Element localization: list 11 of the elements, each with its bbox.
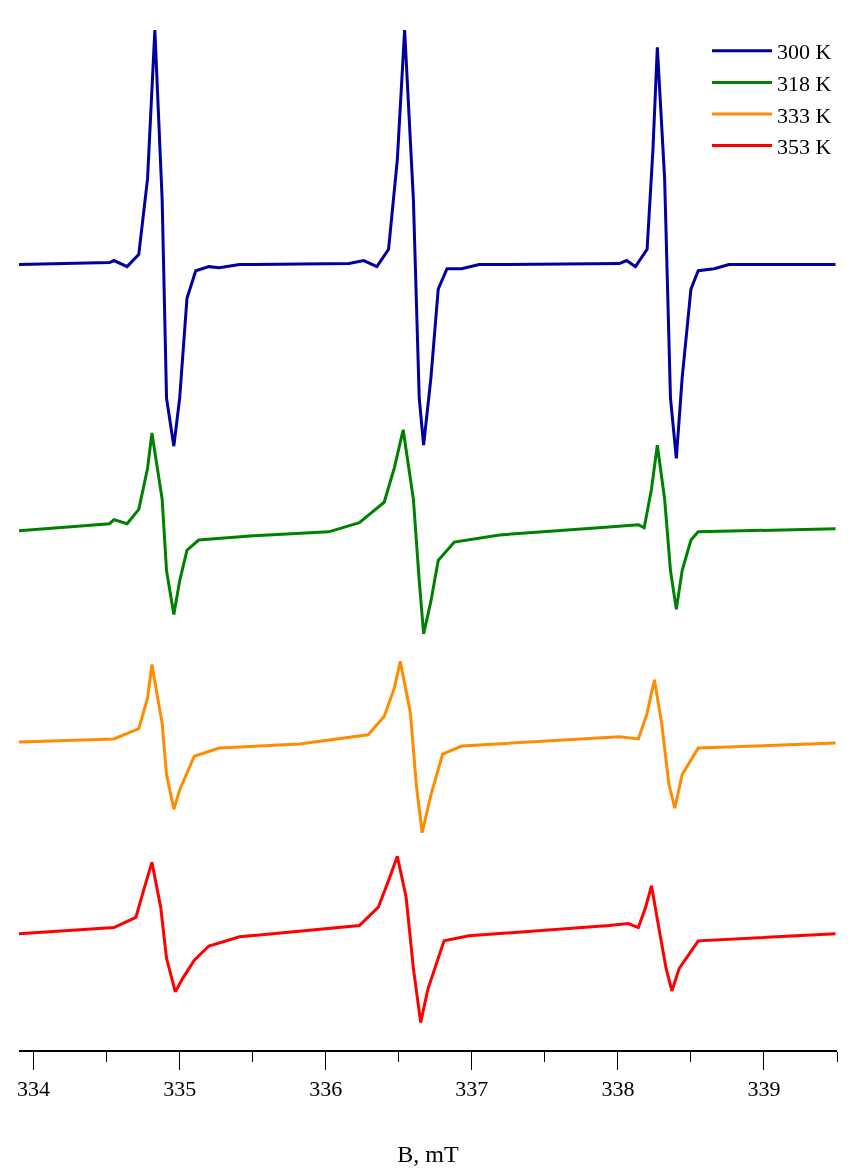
x-tick-label: 334 xyxy=(17,1076,51,1102)
legend-label: 333 K xyxy=(777,102,832,128)
x-tick-label: 338 xyxy=(601,1076,635,1102)
x-tick-label: 339 xyxy=(747,1076,781,1102)
legend-label: 353 K xyxy=(777,134,832,160)
x-tick-label: 335 xyxy=(163,1076,197,1102)
x-tick-label: 336 xyxy=(309,1076,343,1102)
legend-label: 300 K xyxy=(777,39,832,65)
x-axis-title: B, mT xyxy=(397,1140,459,1167)
x-tick-label: 337 xyxy=(455,1076,489,1102)
legend-label: 318 K xyxy=(777,70,832,96)
